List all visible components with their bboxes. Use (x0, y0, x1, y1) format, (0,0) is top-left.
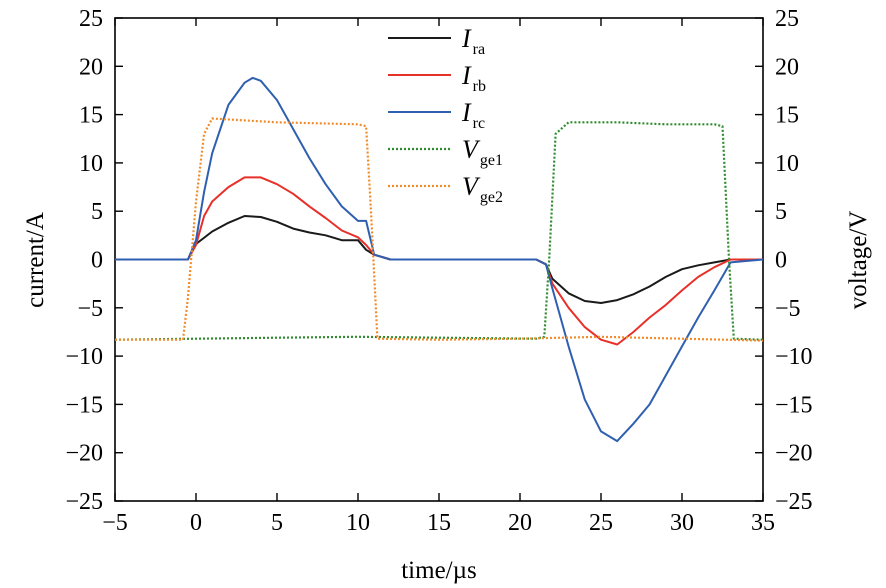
x-tick-label: 30 (670, 510, 694, 536)
y-tick-label-right: 15 (775, 103, 799, 129)
y-tick-label-right: 0 (775, 248, 787, 274)
x-tick-label: 10 (346, 510, 370, 536)
x-tick-label: −5 (102, 510, 128, 536)
x-tick-label: 0 (190, 510, 202, 536)
y-tick-label-left: 20 (79, 54, 103, 80)
y-tick-label-right: 5 (775, 199, 787, 225)
y-tick-label-left: 25 (79, 6, 103, 32)
y-tick-label-right: −25 (775, 489, 813, 515)
y-tick-label-left: 0 (91, 248, 103, 274)
y-axis-title-left: current/A (22, 212, 49, 308)
y-tick-label-right: 25 (775, 6, 799, 32)
x-axis-title: time/µs (401, 557, 477, 584)
y-tick-label-left: −20 (65, 441, 103, 467)
y-tick-label-right: −20 (775, 441, 813, 467)
x-tick-label: 35 (751, 510, 775, 536)
x-tick-label: 15 (427, 510, 451, 536)
ticks-layer: −5 0 5 10 15 20 25 30 35 25 25 20 20 15 15 10 10 5 5 0 0 −5 −5… (65, 6, 812, 536)
y-tick-label-left: 5 (91, 199, 103, 225)
x-tick-label: 20 (508, 510, 532, 536)
y-tick-label-left: 10 (79, 151, 103, 177)
y-tick-label-right: −10 (775, 344, 813, 370)
y-tick-label-left: −25 (65, 489, 103, 515)
y-tick-label-left: −5 (77, 296, 103, 322)
series-layer (114, 76, 764, 443)
x-tick-label: 5 (271, 510, 283, 536)
y-axis-title-right: voltage/V (845, 211, 872, 310)
y-tick-label-right: 10 (775, 151, 799, 177)
x-tick-label: 25 (589, 510, 613, 536)
y-tick-label-right: −15 (775, 392, 813, 418)
y-tick-label-left: −15 (65, 392, 103, 418)
y-tick-label-right: 20 (775, 54, 799, 80)
series-line-i-rc (115, 76, 764, 443)
y-tick-label-left: −10 (65, 344, 103, 370)
y-tick-label-left: 15 (79, 103, 103, 129)
series-line-i-rb (115, 176, 763, 346)
series-line-v-ge1 (114, 121, 764, 341)
y-tick-label-right: −5 (775, 296, 801, 322)
